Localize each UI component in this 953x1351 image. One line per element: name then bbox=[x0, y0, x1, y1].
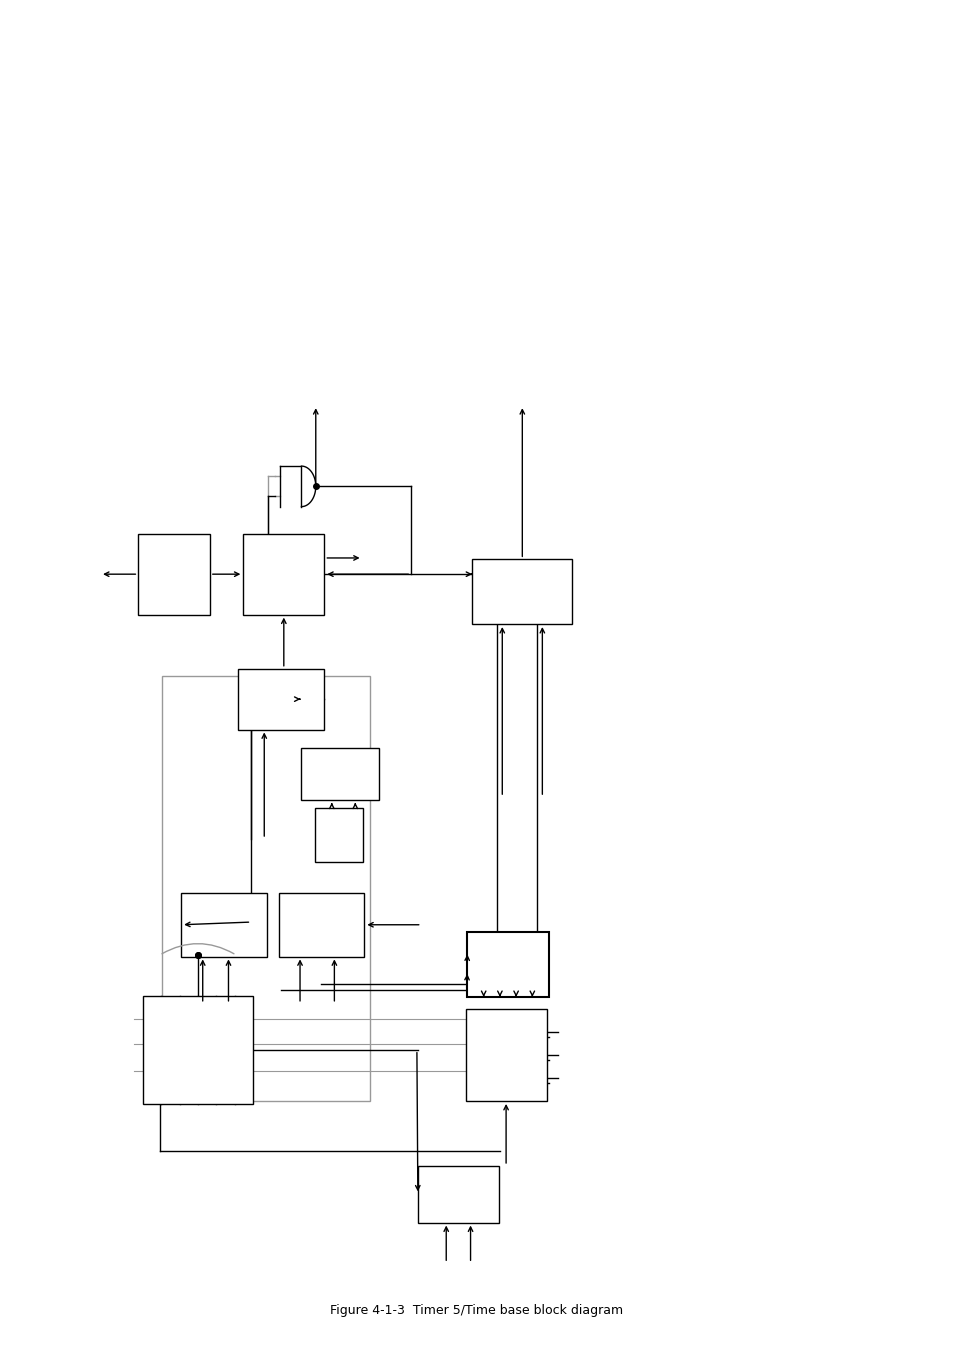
Bar bbox=[181, 893, 267, 957]
Bar bbox=[278, 893, 364, 957]
Bar bbox=[243, 534, 324, 615]
Bar bbox=[238, 669, 324, 730]
Bar bbox=[472, 559, 572, 624]
Text: Figure 4-1-3  Timer 5/Time base block diagram: Figure 4-1-3 Timer 5/Time base block dia… bbox=[330, 1304, 623, 1317]
Bar bbox=[143, 996, 253, 1104]
Bar bbox=[314, 808, 362, 862]
Bar bbox=[467, 932, 548, 997]
Bar bbox=[417, 1166, 498, 1223]
Bar bbox=[300, 748, 378, 800]
Bar bbox=[162, 676, 370, 1101]
Bar bbox=[138, 534, 210, 615]
Bar bbox=[465, 1009, 546, 1101]
